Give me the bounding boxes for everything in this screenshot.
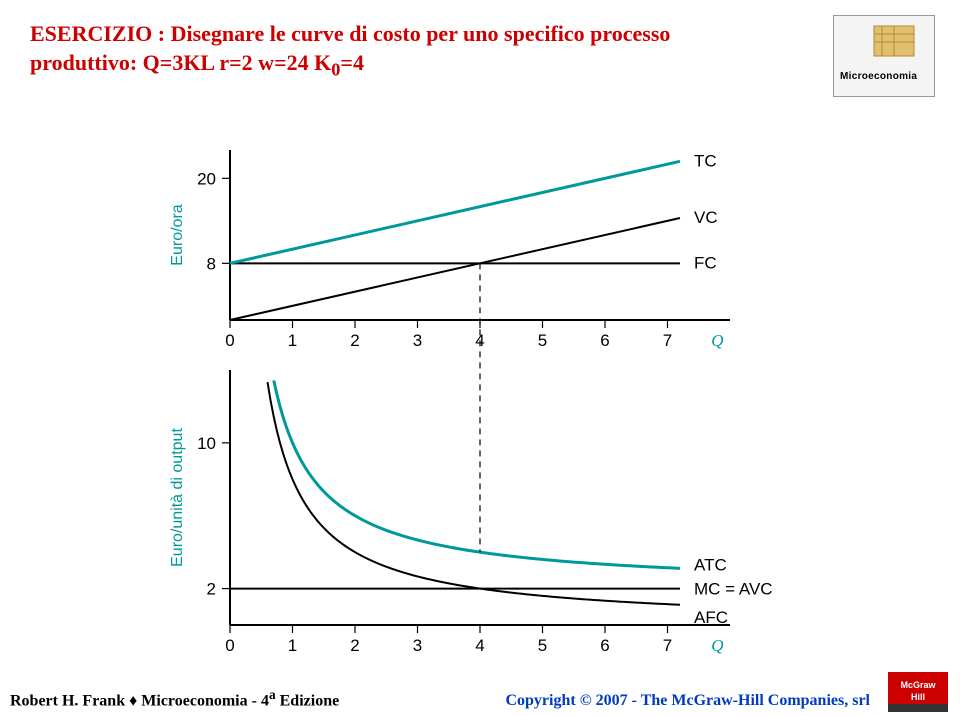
svg-text:Euro/unità di output: Euro/unità di output (169, 428, 186, 567)
svg-text:20: 20 (197, 169, 216, 188)
svg-text:MC = AVC: MC = AVC (694, 580, 773, 599)
svg-text:7: 7 (663, 331, 672, 350)
svg-text:0: 0 (225, 636, 234, 655)
svg-text:2: 2 (350, 331, 359, 350)
svg-text:2: 2 (207, 580, 216, 599)
svg-text:McGraw: McGraw (900, 680, 936, 690)
svg-text:6: 6 (600, 331, 609, 350)
svg-text:0: 0 (225, 331, 234, 350)
footer-right: Copyright © 2007 - The McGraw-Hill Compa… (505, 692, 870, 710)
svg-text:TC: TC (694, 151, 717, 170)
svg-text:Q: Q (711, 331, 723, 350)
svg-text:1: 1 (288, 331, 297, 350)
svg-text:6: 6 (600, 636, 609, 655)
svg-text:4: 4 (475, 636, 484, 655)
svg-text:AFC: AFC (694, 608, 728, 627)
svg-text:Hill: Hill (911, 692, 925, 702)
svg-text:ATC: ATC (694, 555, 727, 574)
footer-left: Robert H. Frank ♦ Microeconomia - 4a Edi… (10, 687, 339, 710)
svg-text:7: 7 (663, 636, 672, 655)
textbook-logo: Microeconomia (833, 15, 935, 97)
footer-edition: Edizione (276, 692, 340, 709)
mcgraw-hill-logo: McGraw Hill (888, 672, 948, 712)
textbook-logo-label: Microeconomia (840, 71, 917, 82)
svg-text:Euro/ora: Euro/ora (169, 204, 186, 265)
svg-text:1: 1 (288, 636, 297, 655)
title-line2-prefix: produttivo: Q=3KL r=2 w=24 K (30, 50, 331, 75)
svg-text:FC: FC (694, 253, 717, 272)
exercise-title-line1: ESERCIZIO : Disegnare le curve di costo … (30, 20, 670, 49)
page-footer: Robert H. Frank ♦ Microeconomia - 4a Edi… (10, 687, 870, 710)
svg-text:VC: VC (694, 208, 718, 227)
svg-text:5: 5 (538, 331, 547, 350)
svg-text:2: 2 (350, 636, 359, 655)
exercise-title-line2: produttivo: Q=3KL r=2 w=24 K0=4 (30, 49, 670, 82)
svg-text:8: 8 (207, 254, 216, 273)
svg-text:10: 10 (197, 434, 216, 453)
svg-text:3: 3 (413, 636, 422, 655)
title-line2-suffix: =4 (340, 50, 364, 75)
cost-curves-chart: Euro/ora01234567Q820TCVCFCEuro/unità di … (160, 110, 800, 660)
footer-book: Microeconomia - 4 (137, 692, 269, 709)
svg-text:3: 3 (413, 331, 422, 350)
svg-text:Q: Q (711, 636, 723, 655)
svg-text:5: 5 (538, 636, 547, 655)
footer-edition-sup: a (269, 687, 276, 702)
footer-author: Robert H. Frank (10, 692, 129, 709)
